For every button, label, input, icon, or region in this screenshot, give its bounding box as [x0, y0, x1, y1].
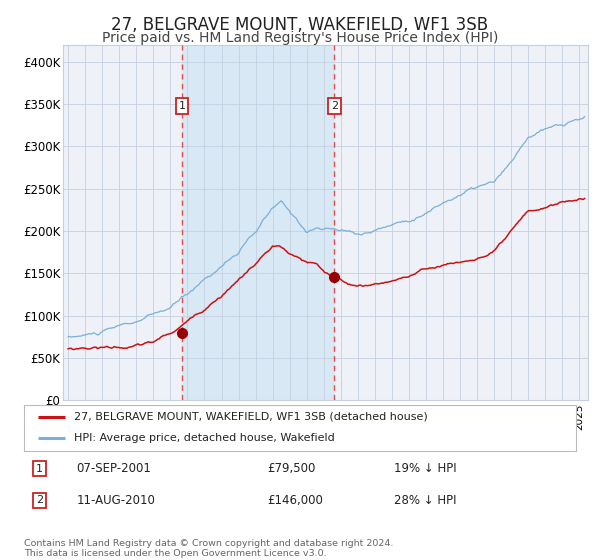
Text: 19% ↓ HPI: 19% ↓ HPI: [394, 462, 457, 475]
Text: 27, BELGRAVE MOUNT, WAKEFIELD, WF1 3SB (detached house): 27, BELGRAVE MOUNT, WAKEFIELD, WF1 3SB (…: [74, 412, 427, 422]
Bar: [182, 45, 334, 400]
Text: £146,000: £146,000: [267, 494, 323, 507]
Text: 07-SEP-2001: 07-SEP-2001: [76, 462, 151, 475]
Text: 11-AUG-2010: 11-AUG-2010: [76, 494, 155, 507]
Text: 1: 1: [178, 101, 185, 111]
Text: 2: 2: [36, 496, 43, 506]
Text: 2: 2: [331, 101, 338, 111]
Text: HPI: Average price, detached house, Wakefield: HPI: Average price, detached house, Wake…: [74, 433, 334, 443]
Text: £79,500: £79,500: [267, 462, 315, 475]
Text: Price paid vs. HM Land Registry's House Price Index (HPI): Price paid vs. HM Land Registry's House …: [102, 31, 498, 45]
Text: 27, BELGRAVE MOUNT, WAKEFIELD, WF1 3SB: 27, BELGRAVE MOUNT, WAKEFIELD, WF1 3SB: [112, 16, 488, 34]
Text: 28% ↓ HPI: 28% ↓ HPI: [394, 494, 457, 507]
Text: 1: 1: [36, 464, 43, 474]
Text: Contains HM Land Registry data © Crown copyright and database right 2024.
This d: Contains HM Land Registry data © Crown c…: [24, 539, 394, 558]
